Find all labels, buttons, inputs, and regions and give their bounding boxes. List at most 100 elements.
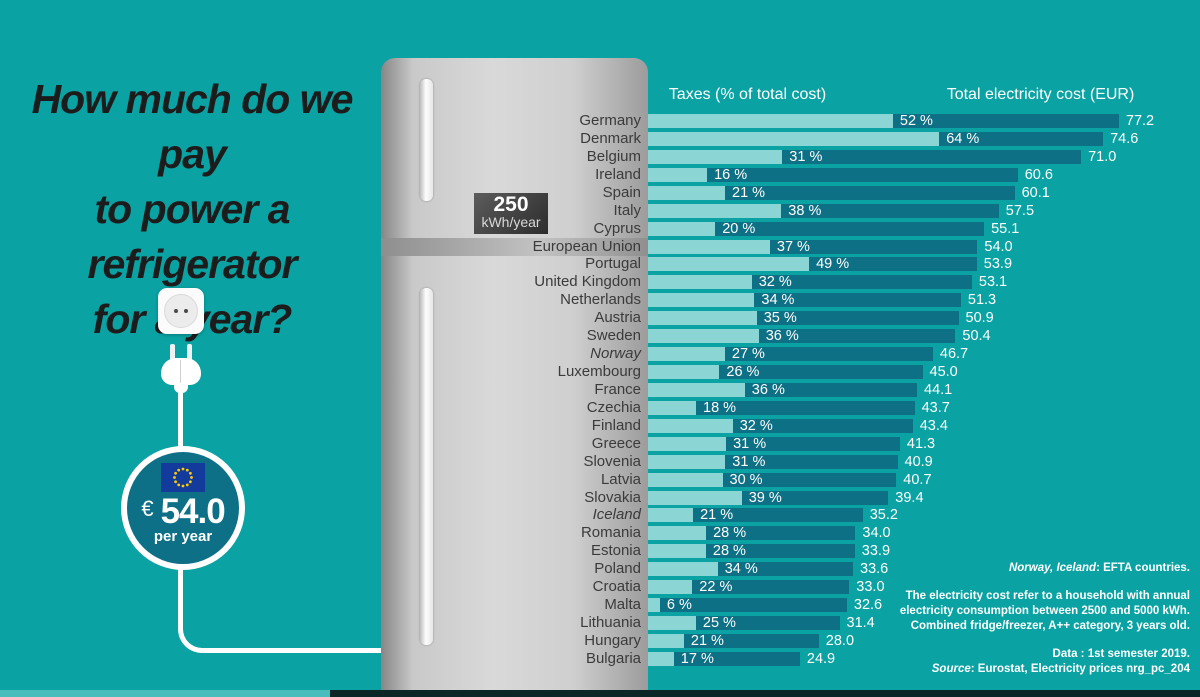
country-label: Finland [591, 416, 641, 434]
total-cost-bar [648, 633, 819, 648]
fridge-handle [420, 288, 433, 645]
tax-share-bar [648, 239, 770, 254]
tax-percent-label: 32 % [758, 274, 792, 291]
total-cost-label: 28.0 [825, 632, 855, 649]
freezer-handle [420, 79, 433, 201]
total-cost-bar [648, 508, 863, 523]
tax-percent-label: 49 % [816, 256, 850, 273]
tax-percent-label: 28 % [713, 525, 747, 542]
country-label: Czechia [586, 398, 641, 416]
data-period-footnote: Data : 1st semester 2019. [1052, 648, 1190, 660]
chart-row-luxembourg: Luxembourg 26 % 45.0 [0, 363, 1200, 383]
tax-percent-label: 34 % [724, 561, 758, 578]
total-cost-label: 39.4 [895, 489, 924, 506]
country-label: Austria [594, 309, 641, 327]
total-cost-bar [648, 598, 847, 613]
country-label: Norway [590, 345, 641, 363]
total-cost-label: 44.1 [924, 381, 953, 398]
total-cost-label: 71.0 [1088, 148, 1117, 165]
plug-prong-right [187, 344, 192, 361]
tax-percent-label: 20 % [722, 220, 756, 237]
total-cost-label: 34.0 [862, 525, 891, 542]
chart-row-poland: Poland 34 % 33.6 [0, 561, 1200, 580]
annual-cost-circle: €54.0 per year [121, 446, 245, 570]
total-cost-label: 40.9 [904, 453, 933, 470]
tax-percent-label: 31 % [733, 435, 767, 452]
total-cost-label: 33.9 [861, 543, 891, 560]
tax-share-bar [648, 400, 696, 415]
country-label: Slovakia [584, 488, 641, 506]
source-footnote: Source: Eurostat, Electricity prices nrg… [932, 662, 1190, 677]
country-label: Ireland [595, 165, 641, 183]
tax-share-bar [648, 454, 726, 469]
country-label: Germany [579, 112, 641, 129]
tax-percent-label: 32 % [739, 417, 773, 434]
tax-percent-label: 31 % [789, 148, 823, 165]
chart-row-spain: Spain 21 % 60.1 [0, 184, 1200, 204]
total-cost-label: 45.0 [929, 364, 958, 381]
country-label: Belgium [586, 147, 641, 165]
country-label: Sweden [586, 327, 641, 345]
total-cost-bar [648, 651, 800, 666]
chart-row-croatia: Croatia 22 % 33.0 [0, 579, 1200, 598]
chart-row-sweden: Sweden 36 % 50.4 [0, 327, 1200, 347]
country-label: Lithuania [580, 614, 641, 632]
efta-text: : EFTA countries. [1096, 562, 1190, 574]
plug-prong-left [170, 344, 175, 361]
country-label: Romania [580, 524, 641, 542]
refrigerator-illustration: 250 kWh/year [381, 58, 648, 697]
tax-percent-label: 39 % [748, 489, 782, 506]
total-cost-bar [648, 580, 850, 595]
tax-percent-label: 16 % [714, 166, 748, 183]
total-cost-label: 77.2 [1125, 113, 1155, 129]
methodology-footnote: The electricity cost refer to a househol… [900, 589, 1190, 634]
cost-period-label: per year [153, 528, 213, 545]
tax-share-bar [648, 149, 783, 164]
total-cost-label: 60.1 [1021, 184, 1050, 201]
country-label: Malta [604, 596, 641, 614]
country-label: Slovenia [583, 452, 641, 470]
tax-share-bar [648, 185, 725, 200]
tax-percent-label: 6 % [666, 597, 692, 614]
note-line-2: electricity consumption between 2500 and… [899, 605, 1190, 617]
tax-percent-label: 52 % [899, 113, 933, 129]
total-cost-label: 43.4 [919, 417, 948, 434]
power-plug-icon [161, 344, 201, 394]
chart-row-bulgaria: Bulgaria 17 % 24.9 [0, 650, 1200, 670]
total-cost-label: 46.7 [939, 346, 969, 363]
chart-row-austria: Austria 35 % 50.9 [0, 309, 1200, 329]
total-cost-label: 35.2 [869, 507, 898, 524]
tax-percent-label: 28 % [712, 543, 746, 560]
chart-row-estonia: Estonia 28 % 33.9 [0, 543, 1200, 562]
country-label: Netherlands [560, 291, 641, 309]
tax-percent-label: 21 % [732, 184, 766, 201]
chart-row-belgium: Belgium 31 % 71.0 [0, 147, 1200, 168]
chart-row-greece: Greece 31 % 41.3 [0, 435, 1200, 455]
eu-flag-icon [161, 463, 205, 492]
tax-percent-label: 17 % [680, 650, 714, 667]
tax-share-bar [648, 311, 757, 326]
chart-row-finland: Finland 32 % 43.4 [0, 416, 1200, 437]
consumption-value: 250 [493, 193, 529, 216]
energy-consumption-badge: 250 kWh/year [474, 193, 548, 234]
bottom-strip-left [0, 690, 330, 697]
tax-share-bar [648, 365, 720, 380]
tax-share-bar [648, 293, 755, 308]
tax-share-bar [648, 580, 693, 595]
chart-row-united-kingdom: United Kingdom 32 % 53.1 [0, 274, 1200, 293]
tax-percent-label: 36 % [765, 328, 799, 345]
note-line-3: Combined fridge/freezer, A++ category, 3… [910, 620, 1190, 632]
power-cable-lower [178, 568, 384, 653]
tax-percent-label: 34 % [761, 292, 795, 309]
tax-share-bar [648, 651, 674, 666]
tax-share-bar [648, 544, 706, 559]
efta-footnote: Norway, Iceland: EFTA countries. [1009, 561, 1190, 576]
tax-share-bar [648, 508, 694, 523]
tax-share-bar [648, 526, 707, 541]
tax-share-bar [648, 275, 752, 290]
efta-countries: Norway, Iceland [1008, 562, 1097, 574]
tax-share-bar [648, 616, 696, 631]
country-label: Luxembourg [557, 363, 641, 381]
bar-chart: Germany 52 % 77.2 Denmark 64 % 74.6 Belgium 31 … [0, 112, 1200, 684]
